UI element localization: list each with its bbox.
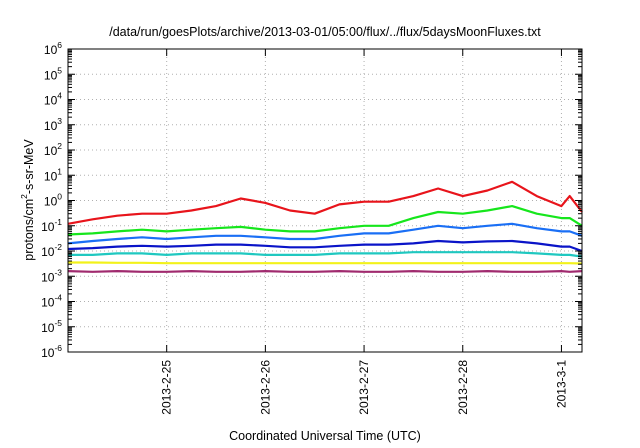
- y-axis-ticks: 106 105 104 103 102 101 100 10-1 10-2 10-3 10-4 10-…: [41, 40, 582, 360]
- series-line-1: [67, 180, 583, 225]
- y-tick-label: 10-2: [41, 242, 62, 259]
- x-tick-label: 2013-2-25: [160, 360, 174, 415]
- y-tick-label: 101: [44, 166, 62, 183]
- y-tick-label: 100: [44, 192, 62, 209]
- series-layer: [67, 180, 583, 273]
- y-tick-label: 10-4: [41, 293, 62, 310]
- y-tick-label: 10-3: [41, 267, 62, 284]
- y-tick-label: 106: [44, 40, 62, 57]
- y-tick-label: 103: [44, 116, 62, 133]
- y-axis-label: protons/cm2-s-sr-MeV: [19, 139, 36, 261]
- y-tick-label: 10-1: [41, 217, 62, 234]
- series-line-7: [67, 270, 583, 273]
- x-tick-label: 2013-2-28: [456, 360, 470, 415]
- series-line-2: [67, 205, 583, 236]
- series-line-4: [67, 239, 583, 253]
- x-axis-ticks: 2013-2-25 2013-2-26 2013-2-27 2013-2-28 2013…: [160, 49, 568, 415]
- y-tick-label: 104: [44, 91, 62, 108]
- x-tick-label: 2013-3-1: [554, 360, 568, 408]
- y-tick-label: 10-6: [41, 343, 62, 360]
- x-tick-label: 2013-2-27: [357, 360, 371, 415]
- y-tick-label: 102: [44, 141, 62, 158]
- y-tick-label: 105: [44, 65, 62, 82]
- chart-title: /data/run/goesPlots/archive/2013-03-01/0…: [109, 25, 541, 39]
- y-tick-label: 10-5: [41, 318, 62, 335]
- series-line-5: [68, 251, 583, 258]
- x-tick-label: 2013-2-26: [258, 360, 272, 415]
- series-line-6: [68, 261, 583, 265]
- series-line-3: [67, 222, 583, 245]
- x-axis-label: Coordinated Universal Time (UTC): [229, 429, 421, 443]
- grid-lines: [68, 49, 582, 352]
